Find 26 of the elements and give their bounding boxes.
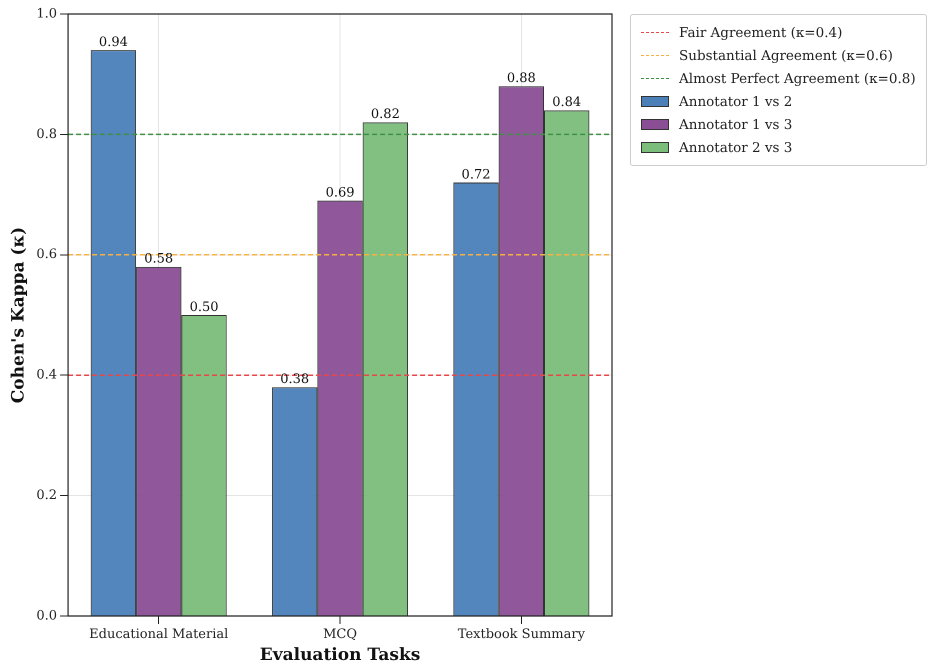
x-tick-label: Textbook Summary <box>458 627 586 642</box>
y-tick-label: 0.4 <box>36 368 58 383</box>
x-axis-title: Evaluation Tasks <box>260 645 420 666</box>
legend-label: Fair Agreement (κ=0.4) <box>679 24 842 40</box>
data-label: 0.69 <box>326 185 355 200</box>
y-tick-label: 0.2 <box>36 488 58 503</box>
legend-label: Annotator 2 vs 3 <box>679 140 792 156</box>
legend-label: Annotator 1 vs 2 <box>679 94 792 110</box>
y-axis-title: Cohen's Kappa (κ) <box>8 226 29 404</box>
data-label: 0.58 <box>144 252 174 267</box>
data-label: 0.84 <box>552 95 582 110</box>
legend-label: Almost Perfect Agreement (κ=0.8) <box>679 70 916 86</box>
data-label: 0.38 <box>280 372 310 388</box>
y-tick-label: 0.6 <box>36 247 58 262</box>
data-label: 0.50 <box>190 300 219 315</box>
data-label: 0.82 <box>370 107 400 122</box>
y-tick-label: 0.8 <box>36 126 58 142</box>
y-tick-label: 1.0 <box>36 6 58 22</box>
y-tick-label: 0.0 <box>36 608 58 624</box>
legend-label: Annotator 1 vs 3 <box>679 116 792 132</box>
x-tick-label: Educational Material <box>89 627 228 642</box>
legend-label: Substantial Agreement (κ=0.6) <box>679 48 893 64</box>
data-label: 0.94 <box>98 34 128 50</box>
data-label: 0.72 <box>462 167 490 182</box>
data-label: 0.88 <box>506 71 536 86</box>
x-tick-label: MCQ <box>323 627 357 642</box>
